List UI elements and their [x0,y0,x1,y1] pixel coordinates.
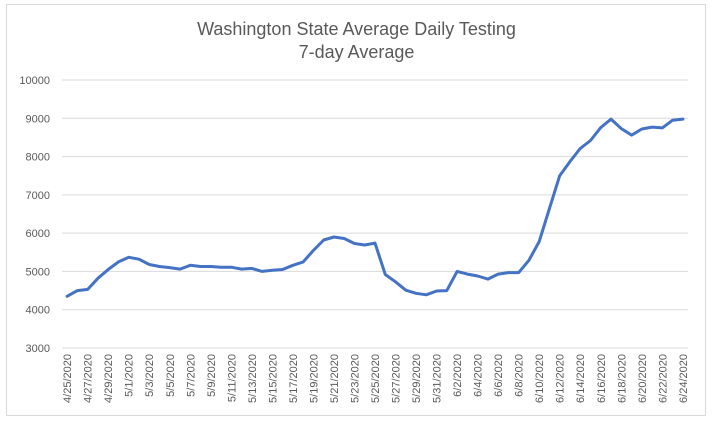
x-tick-label: 5/31/2020 [432,354,444,403]
x-tick-label: 5/1/2020 [124,354,136,397]
chart-frame [6,4,706,416]
x-tick-label: 6/18/2020 [616,354,628,403]
x-tick-label: 5/9/2020 [206,354,218,397]
chart-title: Washington State Average Daily Testing [197,19,516,39]
x-tick-label: 6/2/2020 [452,354,464,397]
x-tick-label: 5/27/2020 [391,354,403,403]
y-tick-label: 9000 [26,113,50,125]
x-tick-label: 6/12/2020 [555,354,567,403]
x-tick-label: 5/5/2020 [165,354,177,397]
x-tick-label: 6/16/2020 [596,354,608,403]
x-tick-label: 5/25/2020 [370,354,382,403]
x-tick-label: 4/29/2020 [103,354,115,403]
x-tick-label: 4/27/2020 [83,354,95,403]
x-tick-label: 5/11/2020 [226,354,238,402]
y-tick-label: 5000 [26,266,50,278]
series-line [65,117,685,298]
x-tick-label: 6/10/2020 [534,354,546,403]
x-tick-label: 5/23/2020 [349,354,361,403]
x-tick-label: 6/4/2020 [473,354,485,397]
x-tick-label: 6/14/2020 [575,354,587,403]
x-tick-label: 6/8/2020 [514,354,526,397]
x-tick-label: 6/22/2020 [657,354,669,403]
x-tick-label: 5/21/2020 [329,354,341,403]
x-tick-label: 5/7/2020 [185,354,197,397]
x-tick-label: 5/17/2020 [288,354,300,403]
x-tick-label: 6/24/2020 [678,354,690,403]
y-tick-label: 7000 [26,190,50,202]
y-tick-label: 8000 [26,152,50,164]
x-tick-label: 5/13/2020 [247,354,259,403]
x-tick-label: 4/25/2020 [62,354,74,403]
y-tick-label: 10000 [19,75,50,87]
y-tick-label: 3000 [26,343,50,355]
x-tick-label: 6/6/2020 [493,354,505,397]
x-tick-label: 5/19/2020 [308,354,320,403]
y-tick-label: 6000 [26,228,50,240]
y-tick-label: 4000 [26,305,50,317]
x-tick-label: 6/20/2020 [637,354,649,403]
x-tick-label: 5/3/2020 [144,354,156,397]
x-tick-label: 5/29/2020 [411,354,423,403]
chart-subtitle: 7-day Average [298,42,415,62]
x-tick-label: 5/15/2020 [267,354,279,403]
